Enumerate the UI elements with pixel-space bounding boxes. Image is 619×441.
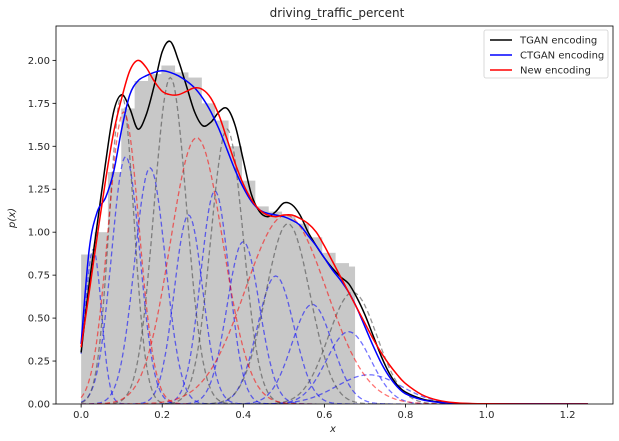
x-tick-label-0: 0.0 — [73, 410, 89, 421]
histogram-bar-5 — [148, 74, 162, 404]
y-axis: 0.00 0.25 0.50 0.75 1.00 1.25 1.50 1.75 2.00 — [28, 56, 56, 411]
histogram-bar-3 — [121, 108, 135, 404]
histogram-bar-11 — [228, 146, 242, 404]
y-tick-label-6: 1.50 — [28, 142, 50, 153]
mixture-component-7 — [221, 303, 404, 404]
x-axis: 0.0 0.2 0.4 0.6 0.8 1.0 1.2 — [73, 404, 576, 421]
mixture-component-12 — [154, 128, 300, 404]
histogram-bar-12 — [241, 180, 256, 404]
histogram-bar-18 — [321, 252, 336, 404]
series-line-new-encoding — [80, 59, 588, 404]
legend-label-1: CTGAN encoding — [520, 51, 604, 62]
y-tick-label-3: 0.75 — [28, 271, 50, 282]
histogram-bar-7 — [174, 72, 189, 404]
y-tick-label-4: 1.00 — [28, 228, 50, 239]
y-tick-label-2: 0.50 — [28, 314, 50, 325]
plot-area — [55, 25, 614, 405]
histogram-bar-10 — [214, 120, 229, 404]
mixture-component-16 — [81, 137, 316, 404]
plot-content — [80, 40, 588, 404]
histogram-bar-6 — [161, 65, 176, 404]
series-line-ctgan-encoding — [80, 69, 588, 404]
x-axis-label: x — [329, 424, 336, 435]
histogram-bar-13 — [255, 206, 269, 404]
chart-title: driving_traffic_percent — [270, 6, 405, 20]
histogram-bar-15 — [281, 215, 296, 404]
mixture-component-3 — [124, 214, 253, 404]
x-tick-label-6: 1.2 — [560, 410, 576, 421]
mixture-component-15 — [80, 111, 193, 404]
histogram-bar-20 — [348, 266, 356, 404]
y-tick-label-0: 0.00 — [28, 400, 50, 411]
x-tick-label-5: 1.0 — [479, 410, 495, 421]
legend: TGAN encoding CTGAN encoding New encoding — [483, 29, 609, 79]
y-tick-label-5: 1.25 — [28, 185, 50, 196]
x-tick-label-2: 0.4 — [235, 410, 251, 421]
legend-box — [483, 29, 609, 79]
y-tick-label-7: 1.75 — [28, 99, 50, 110]
y-axis-label: p(x) — [7, 208, 18, 229]
histogram-bar-4 — [134, 80, 149, 404]
legend-label-2: New encoding — [520, 66, 591, 77]
histogram-bar-8 — [188, 77, 202, 404]
series-line-tgan-encoding — [80, 40, 588, 404]
x-tick-label-1: 0.2 — [154, 410, 170, 421]
mixture-component-11 — [97, 76, 244, 404]
histogram-bar-2 — [107, 172, 122, 404]
legend-label-0: TGAN encoding — [519, 36, 597, 47]
x-tick-label-3: 0.6 — [316, 410, 332, 421]
mixture-component-17 — [103, 214, 469, 404]
mixture-component-14 — [243, 291, 463, 404]
histogram-bar-16 — [295, 223, 309, 404]
axes-frame — [55, 25, 614, 405]
y-tick-label-1: 0.25 — [28, 357, 50, 368]
histogram-bar-14 — [268, 211, 283, 404]
mixture-component-13 — [187, 222, 389, 404]
y-tick-label-8: 2.00 — [28, 56, 50, 67]
x-tick-label-4: 0.8 — [397, 410, 413, 421]
